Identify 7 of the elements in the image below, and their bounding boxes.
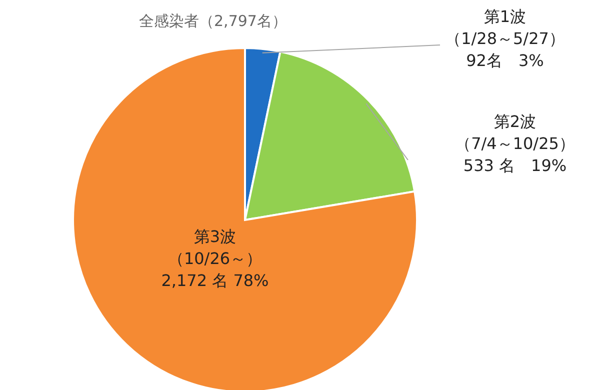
slice-label: 第2波 xyxy=(494,112,536,131)
slice-label: 第1波 xyxy=(484,7,526,26)
data-label: （1/28～5/27） 92名 3% xyxy=(445,29,565,70)
chart-title: 全感染者（2,797名） xyxy=(139,12,287,30)
data-label: （7/4～10/25） 533 名 19% xyxy=(455,134,575,175)
slice-label: 第3波 xyxy=(194,227,236,246)
data-label: （10/26～） 2,172 名 78% xyxy=(161,249,269,290)
